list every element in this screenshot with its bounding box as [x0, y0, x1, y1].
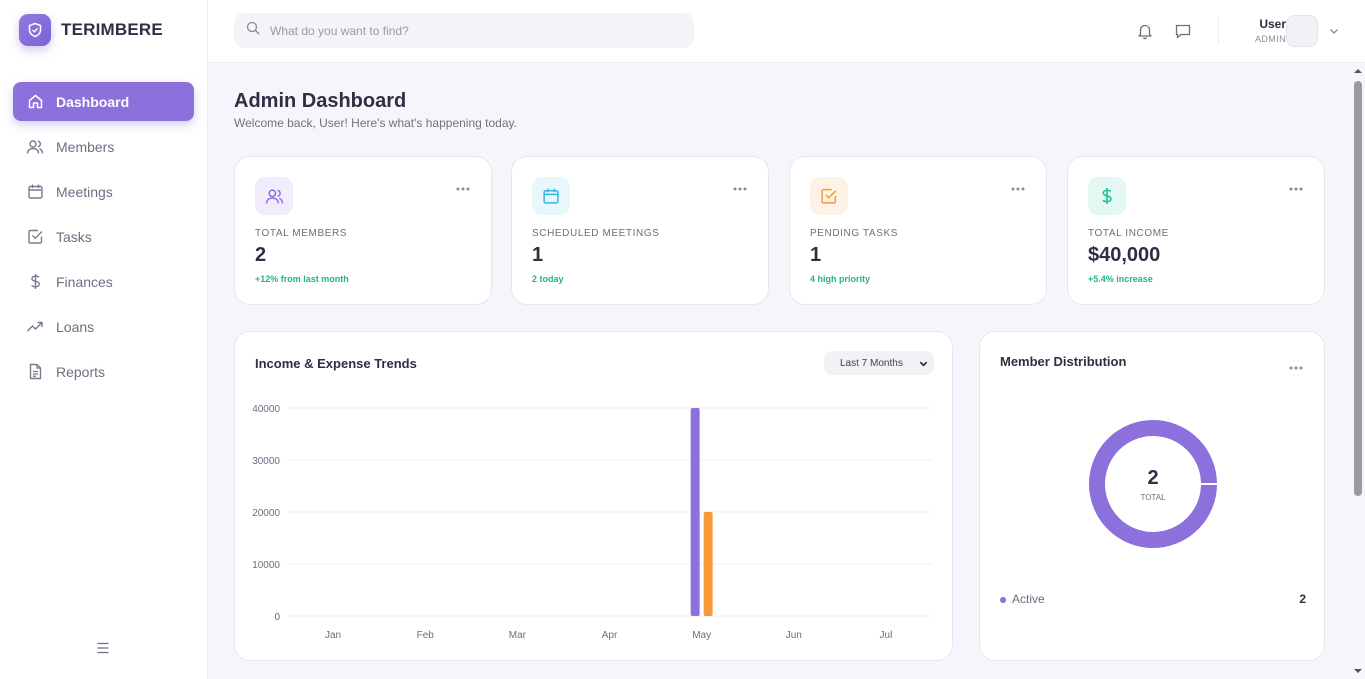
user-role: ADMIN [1255, 34, 1286, 44]
sidebar-item-loans[interactable]: Loans [13, 307, 194, 346]
chevron-down-icon [918, 358, 929, 372]
more-options-icon[interactable] [1288, 179, 1304, 191]
user-name: User [1259, 17, 1286, 31]
document-icon [26, 363, 44, 381]
page-subtitle: Welcome back, User! Here's what's happen… [234, 116, 517, 130]
y-tick-label: 40000 [252, 404, 280, 415]
scroll-up-arrow-icon[interactable] [1351, 66, 1365, 76]
stat-label: SCHEDULED MEETINGS [532, 228, 660, 239]
legend-value: 2 [1299, 592, 1306, 606]
member-donut-chart: 2 TOTAL [1089, 420, 1218, 548]
sidebar-item-members[interactable]: Members [13, 127, 194, 166]
sidebar-item-reports[interactable]: Reports [13, 352, 194, 391]
more-options-icon[interactable] [1010, 179, 1026, 191]
topbar: User ADMIN [208, 0, 1365, 63]
page-scrollbar[interactable] [1351, 63, 1365, 679]
chevron-down-icon[interactable] [1328, 24, 1340, 36]
x-tick-label: May [692, 630, 711, 641]
sidebar-item-label: Members [56, 138, 115, 155]
bar [690, 408, 700, 616]
stat-note: +5.4% increase [1088, 274, 1153, 284]
users-icon [26, 138, 44, 156]
checkbox-icon [810, 177, 848, 215]
sidebar-nav: Dashboard Members Meetings Tasks Finance… [13, 82, 194, 397]
brand-name: TERIMBERE [61, 20, 163, 39]
home-icon [26, 93, 44, 111]
stat-value: 1 [532, 244, 544, 266]
search-box[interactable] [234, 13, 694, 48]
donut-center-label: TOTAL [1140, 493, 1166, 502]
y-tick-label: 0 [274, 612, 280, 623]
dollar-icon [26, 273, 44, 291]
period-select[interactable]: Last 7 Months [824, 351, 934, 375]
x-tick-label: Mar [509, 630, 527, 641]
sidebar-item-label: Finances [56, 273, 113, 290]
trending-up-icon [26, 318, 44, 336]
calendar-icon [532, 177, 570, 215]
x-tick-label: Jan [325, 630, 341, 641]
sidebar-item-meetings[interactable]: Meetings [13, 172, 194, 211]
x-tick-label: Apr [602, 630, 618, 641]
calendar-icon [26, 183, 44, 201]
shield-logo-icon [19, 14, 51, 46]
brand[interactable]: TERIMBERE [19, 14, 163, 46]
y-tick-label: 10000 [252, 560, 280, 571]
users-icon [255, 177, 293, 215]
user-menu[interactable]: User ADMIN [1238, 15, 1358, 47]
avatar[interactable] [1286, 15, 1318, 47]
dollar-icon [1088, 177, 1126, 215]
distribution-title: Member Distribution [1000, 354, 1127, 369]
stat-card-members: TOTAL MEMBERS 2 +12% from last month [234, 156, 492, 305]
y-tick-label: 30000 [252, 456, 280, 467]
donut-center-value: 2 [1147, 467, 1158, 489]
stat-card-tasks: PENDING TASKS 1 4 high priority [789, 156, 1047, 305]
trends-panel: Income & Expense Trends Last 7 Months 0 1… [234, 331, 953, 661]
page-title: Admin Dashboard [234, 90, 407, 112]
trends-title: Income & Expense Trends [255, 356, 417, 371]
stat-value: 1 [810, 244, 822, 266]
sidebar-item-label: Dashboard [56, 93, 130, 110]
legend-marker [1000, 597, 1006, 603]
sidebar-item-tasks[interactable]: Tasks [13, 217, 194, 256]
stat-label: PENDING TASKS [810, 228, 899, 239]
sidebar-item-dashboard[interactable]: Dashboard [13, 82, 194, 121]
search-icon [246, 21, 260, 40]
more-options-icon[interactable] [1288, 358, 1304, 370]
sidebar-item-label: Tasks [56, 228, 92, 245]
stat-label: TOTAL INCOME [1088, 228, 1169, 239]
legend-label: Active [1012, 592, 1045, 606]
stat-note: +12% from last month [255, 274, 349, 284]
topbar-divider [1218, 17, 1219, 44]
stat-note: 4 high priority [810, 274, 871, 284]
sidebar: TERIMBERE Dashboard Members Meetings Tas… [0, 0, 208, 679]
stat-label: TOTAL MEMBERS [255, 228, 348, 239]
x-tick-label: Feb [417, 630, 435, 641]
stat-card-meetings: SCHEDULED MEETINGS 1 2 today [511, 156, 769, 305]
message-icon[interactable] [1173, 21, 1193, 41]
stat-value: $40,000 [1088, 244, 1161, 266]
period-select-value: Last 7 Months [840, 357, 903, 369]
distribution-panel: Member Distribution 2 TOTAL Active 2 [979, 331, 1325, 661]
sidebar-item-label: Meetings [56, 183, 113, 200]
stat-note: 2 today [532, 274, 564, 284]
search-input[interactable] [270, 23, 670, 38]
scroll-down-arrow-icon[interactable] [1351, 666, 1365, 676]
bar [703, 512, 713, 616]
income-expense-chart: 0 10000 20000 30000 40000 Jan Feb Mar Apr May Jun J… [252, 404, 932, 641]
sidebar-item-finances[interactable]: Finances [13, 262, 194, 301]
sidebar-item-label: Reports [56, 363, 106, 380]
x-tick-label: Jul [880, 630, 893, 641]
more-options-icon[interactable] [732, 179, 748, 191]
menu-toggle-icon[interactable] [96, 641, 110, 655]
x-tick-label: Jun [786, 630, 802, 641]
scrollbar-thumb[interactable] [1354, 81, 1362, 496]
bell-icon[interactable] [1135, 21, 1155, 41]
stat-value: 2 [255, 244, 267, 266]
stat-card-income: TOTAL INCOME $40,000 +5.4% increase [1067, 156, 1325, 305]
y-tick-label: 20000 [252, 508, 280, 519]
sidebar-item-label: Loans [56, 318, 95, 335]
checkbox-icon [26, 228, 44, 246]
more-options-icon[interactable] [455, 179, 471, 191]
